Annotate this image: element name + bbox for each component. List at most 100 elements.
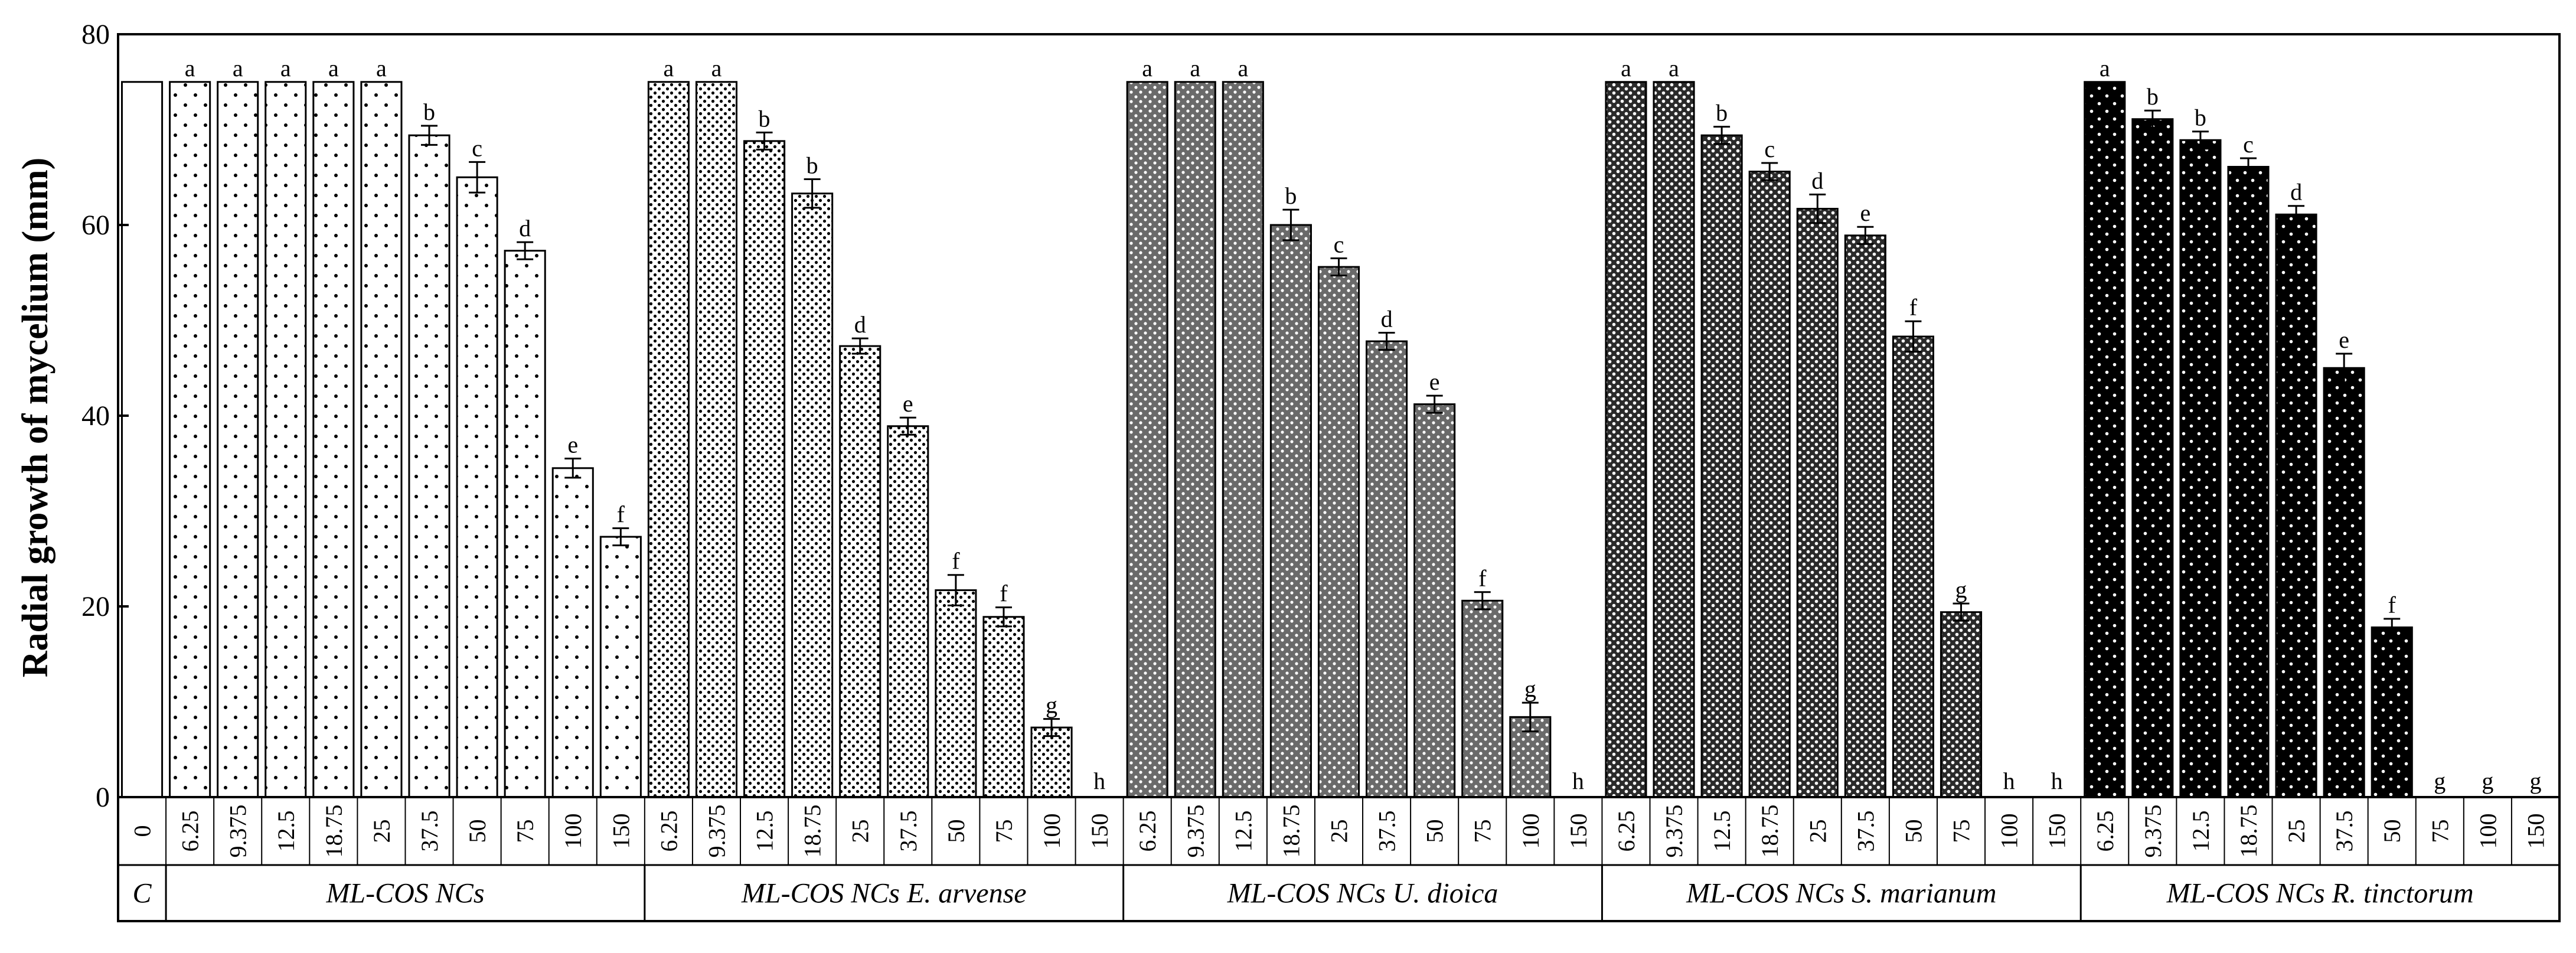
significance-letter: b: [807, 152, 818, 178]
concentration-label: 6.25: [1613, 811, 1640, 852]
concentration-label: 37.5: [1374, 811, 1400, 852]
bar: [599, 536, 642, 798]
concentration-label: 75: [512, 820, 538, 843]
y-tick-label: 20: [81, 591, 110, 622]
concentration-label: 12.5: [1709, 811, 1735, 852]
concentration-label: 50: [943, 820, 969, 843]
concentration-label: 150: [608, 814, 634, 849]
concentration-label: 12.5: [2188, 811, 2214, 852]
concentration-label: 75: [991, 820, 1017, 843]
y-axis-label: Radial growth of mycelium (mm): [15, 158, 55, 678]
group-label: ML-COS NCs S. marianum: [1686, 878, 1996, 909]
bar: [2371, 626, 2413, 798]
significance-letter: a: [233, 55, 243, 81]
significance-letter: a: [2100, 55, 2110, 81]
group-label: ML-COS NCs U. dioica: [1227, 878, 1498, 909]
significance-letter: a: [1669, 55, 1679, 81]
bar: [456, 176, 498, 798]
concentration-label: 9.375: [225, 805, 252, 858]
significance-letter: f: [952, 548, 960, 575]
significance-letter: h: [1093, 768, 1105, 794]
significance-letter: f: [1000, 580, 1008, 607]
concentration-label: 37.5: [1852, 811, 1879, 852]
plot-frame: [117, 33, 2561, 922]
bar: [408, 134, 450, 798]
bar: [265, 81, 307, 798]
concentration-label: 75: [1948, 820, 1975, 843]
significance-letter: h: [2051, 768, 2063, 794]
concentration-label: 18.75: [2235, 805, 2262, 858]
bar: [312, 81, 355, 798]
concentration-label: 12.5: [1230, 811, 1256, 852]
bar: [935, 589, 977, 798]
significance-letter: d: [519, 215, 531, 241]
bar: [1269, 224, 1312, 798]
bar: [2131, 118, 2174, 798]
significance-letter: h: [1572, 768, 1584, 794]
bar: [1366, 340, 1408, 798]
significance-letter: c: [2243, 131, 2254, 158]
concentration-label: 37.5: [895, 811, 922, 852]
bar: [791, 192, 834, 798]
significance-letter: d: [854, 311, 866, 338]
concentration-label: 9.375: [703, 805, 730, 858]
bar: [1126, 81, 1168, 798]
significance-letter: e: [1860, 200, 1870, 226]
concentration-label: 25: [1804, 820, 1831, 843]
concentration-label: 6.25: [177, 811, 204, 852]
significance-letter: a: [1621, 55, 1631, 81]
group-label: ML-COS NCs: [325, 878, 484, 909]
significance-letter: a: [711, 55, 722, 81]
concentration-label: 18.75: [1756, 805, 1783, 858]
significance-letter: g: [2529, 768, 2541, 794]
concentration-label: 75: [2427, 820, 2453, 843]
significance-letter: b: [423, 99, 435, 125]
bar: [2227, 165, 2270, 798]
significance-letter: e: [903, 390, 913, 417]
concentration-label: 18.75: [1278, 805, 1304, 858]
concentration-label: 0: [129, 825, 156, 837]
concentration-label: 12.5: [752, 811, 778, 852]
concentration-label: 9.375: [1182, 805, 1209, 858]
x-axis-table: 0 6.25 9.375 12.5 18.75 25 37.5 50 75 100 150 6.25 9…: [129, 797, 2549, 921]
bar: [1317, 266, 1360, 798]
concentration-label: 6.25: [1134, 811, 1161, 852]
y-tick-label: 0: [96, 782, 110, 813]
bars-layer: a a a a a b c d e f a a b b d e f f g h a a a b c d e f g h a a b c d e f g h h…: [120, 55, 2541, 798]
concentration-label: 100: [1039, 814, 1065, 849]
concentration-label: 12.5: [273, 811, 299, 852]
significance-letter: d: [1381, 305, 1393, 332]
significance-letter: g: [1955, 576, 1967, 603]
significance-letter: g: [1524, 675, 1536, 702]
bar: [982, 616, 1025, 798]
significance-letter: a: [328, 55, 339, 81]
bar: [839, 345, 881, 798]
significance-letter: b: [1716, 100, 1728, 126]
bar: [551, 467, 594, 798]
significance-letter: a: [1190, 55, 1200, 81]
bar: [1892, 335, 1934, 798]
significance-letter: a: [185, 55, 195, 81]
significance-letter: a: [1238, 55, 1248, 81]
bar: [1700, 134, 1743, 798]
bar: [1748, 171, 1791, 798]
concentration-label: 150: [2522, 814, 2549, 849]
significance-letter: e: [567, 432, 578, 458]
bar: [1413, 403, 1456, 798]
bar: [647, 81, 690, 798]
significance-letter: g: [1046, 692, 1057, 719]
concentration-label: 37.5: [416, 811, 443, 852]
concentration-label: 25: [368, 820, 395, 843]
y-tick-label: 60: [81, 210, 110, 241]
bar: [504, 250, 546, 798]
concentration-label: 18.75: [799, 805, 826, 858]
bar: [1940, 611, 1983, 798]
concentration-label: 150: [1086, 814, 1113, 849]
bar: [1605, 81, 1647, 798]
concentration-label: 25: [1326, 820, 1353, 843]
significance-letter: b: [759, 105, 770, 132]
significance-letter: f: [1478, 565, 1487, 592]
significance-letter: a: [376, 55, 387, 81]
bar: [169, 81, 211, 798]
